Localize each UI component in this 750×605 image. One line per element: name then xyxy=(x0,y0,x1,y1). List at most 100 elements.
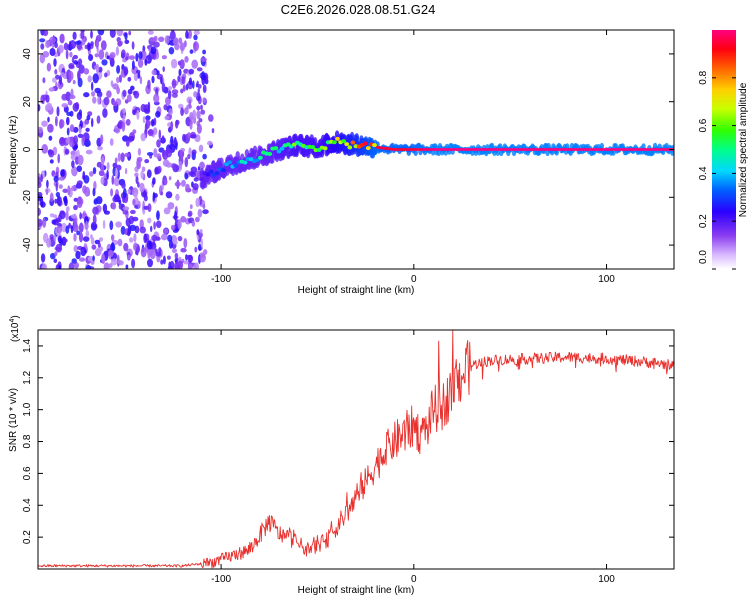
noise-speckle xyxy=(187,154,191,160)
noise-speckle xyxy=(116,254,120,262)
noise-speckle xyxy=(83,92,90,98)
snr-scale-label: (x104) xyxy=(9,315,21,342)
noise-speckle xyxy=(155,111,161,118)
noise-speckle xyxy=(72,102,80,112)
noise-speckle xyxy=(170,135,174,145)
noise-speckle xyxy=(202,84,207,94)
noise-speckle xyxy=(132,129,137,134)
colorbar-ticks: 0.0 0.2 0.4 0.6 0.8 xyxy=(698,70,736,270)
noise-speckle xyxy=(101,156,105,166)
ridge-halo xyxy=(599,142,605,150)
snr-scale-close: ) xyxy=(10,315,21,318)
noise-speckle xyxy=(211,128,215,134)
noise-speckle xyxy=(163,104,168,111)
noise-speckle xyxy=(47,116,50,123)
noise-speckle xyxy=(85,265,92,269)
spectrogram-axes: -100 0 100 -40 -20 0 20 40 xyxy=(22,30,674,285)
noise-speckle xyxy=(207,140,213,146)
noise-speckle xyxy=(115,221,122,228)
noise-speckle xyxy=(179,150,184,159)
noise-speckle xyxy=(136,156,143,163)
noise-speckle xyxy=(149,37,156,42)
noise-speckle xyxy=(97,30,105,36)
noise-speckle xyxy=(145,118,151,129)
noise-speckle xyxy=(59,210,66,220)
noise-speckle xyxy=(104,72,108,78)
noise-speckle xyxy=(77,70,81,79)
noise-speckle xyxy=(127,254,131,261)
ridge-core xyxy=(279,146,285,151)
noise-speckle xyxy=(115,46,119,56)
noise-speckle xyxy=(125,56,128,61)
noise-speckle xyxy=(58,184,63,189)
noise-speckle xyxy=(195,216,200,223)
noise-speckle xyxy=(60,72,66,78)
noise-speckle xyxy=(196,123,202,134)
noise-speckle xyxy=(49,36,56,44)
figure-title: C2E6.2026.028.08.51.G24 xyxy=(281,2,436,17)
noise-speckle xyxy=(167,202,175,210)
noise-speckle xyxy=(133,73,138,82)
noise-speckle xyxy=(164,115,170,121)
noise-speckle xyxy=(66,116,70,126)
ridge-core xyxy=(205,172,211,177)
snr-xtick-label: 100 xyxy=(598,574,615,585)
noise-speckle xyxy=(202,204,206,209)
noise-speckle xyxy=(92,214,97,225)
noise-speckle xyxy=(97,146,103,151)
noise-speckle xyxy=(72,126,79,133)
colorbar-tick-label: 0.4 xyxy=(698,166,709,180)
noise-speckle xyxy=(132,109,136,116)
noise-speckle xyxy=(177,260,184,269)
ridge-core xyxy=(344,142,350,147)
noise-speckle xyxy=(138,51,143,60)
noise-speckle xyxy=(123,114,126,120)
snr-ytick-label: 1.0 xyxy=(22,402,33,416)
ridge-core xyxy=(254,158,260,163)
spectrogram-ytick-label: 0 xyxy=(22,146,33,152)
noise-speckle xyxy=(129,224,137,231)
noise-speckle xyxy=(117,259,122,265)
noise-speckle xyxy=(146,169,152,179)
noise-speckle xyxy=(155,220,162,229)
noise-speckle xyxy=(200,237,203,248)
noise-speckle xyxy=(123,242,129,252)
noise-speckle xyxy=(133,233,137,243)
noise-speckle xyxy=(180,88,184,94)
noise-speckle xyxy=(41,263,48,269)
noise-speckle xyxy=(202,49,207,55)
noise-speckle xyxy=(78,126,82,134)
noise-speckle xyxy=(128,55,136,60)
noise-speckle xyxy=(177,235,183,242)
noise-speckle xyxy=(41,120,48,127)
snr-xtick-label: 0 xyxy=(411,574,417,585)
noise-speckle xyxy=(90,237,95,245)
noise-speckle xyxy=(45,40,51,49)
noise-speckle xyxy=(124,167,128,175)
noise-speckle xyxy=(193,177,199,182)
noise-speckle xyxy=(142,116,146,124)
noise-speckle xyxy=(139,226,146,234)
noise-speckle xyxy=(85,127,90,132)
noise-speckle xyxy=(147,203,152,213)
noise-speckle xyxy=(55,191,61,198)
noise-speckle xyxy=(45,188,49,196)
noise-speckle xyxy=(46,62,52,72)
colorbar-gradient xyxy=(712,30,736,269)
noise-speckle xyxy=(171,92,178,98)
snr-ytick-label: 0.4 xyxy=(22,498,33,512)
noise-speckle xyxy=(149,248,156,260)
noise-speckle xyxy=(98,237,104,242)
spectrogram-xtick-label: 100 xyxy=(598,274,615,285)
noise-speckle xyxy=(199,229,203,234)
ridge-halo xyxy=(312,137,318,146)
noise-speckle xyxy=(125,264,129,269)
noise-speckle xyxy=(197,88,201,93)
noise-speckle xyxy=(71,166,78,177)
noise-speckle xyxy=(145,115,151,121)
noise-speckle xyxy=(167,86,173,91)
noise-speckle xyxy=(57,235,62,244)
ridge-core xyxy=(267,151,273,156)
noise-speckle xyxy=(77,133,84,138)
noise-speckle xyxy=(112,83,119,90)
